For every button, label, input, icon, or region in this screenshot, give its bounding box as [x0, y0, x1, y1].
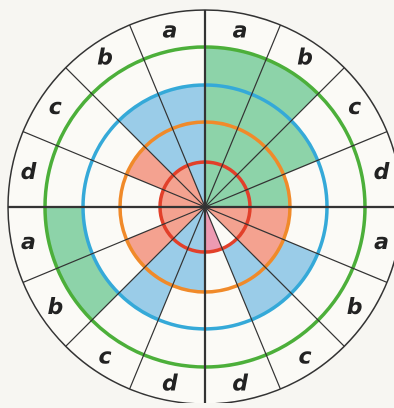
sector-label: c	[49, 95, 62, 120]
sector-label: b	[297, 45, 313, 70]
sector-label: c	[298, 345, 311, 370]
sector-label: d	[162, 372, 178, 397]
sector-label: d	[374, 160, 390, 185]
sector-label: b	[97, 45, 113, 70]
sector-label: c	[348, 95, 361, 120]
sector-label: a	[374, 230, 389, 255]
sector-label: b	[47, 295, 63, 320]
sector-label: d	[21, 160, 37, 185]
sector-label: a	[162, 18, 177, 43]
sector-label: a	[233, 18, 248, 43]
sector-label: c	[98, 345, 111, 370]
sector-label: a	[21, 230, 36, 255]
sector-label: d	[232, 372, 248, 397]
sector-label: b	[347, 295, 363, 320]
